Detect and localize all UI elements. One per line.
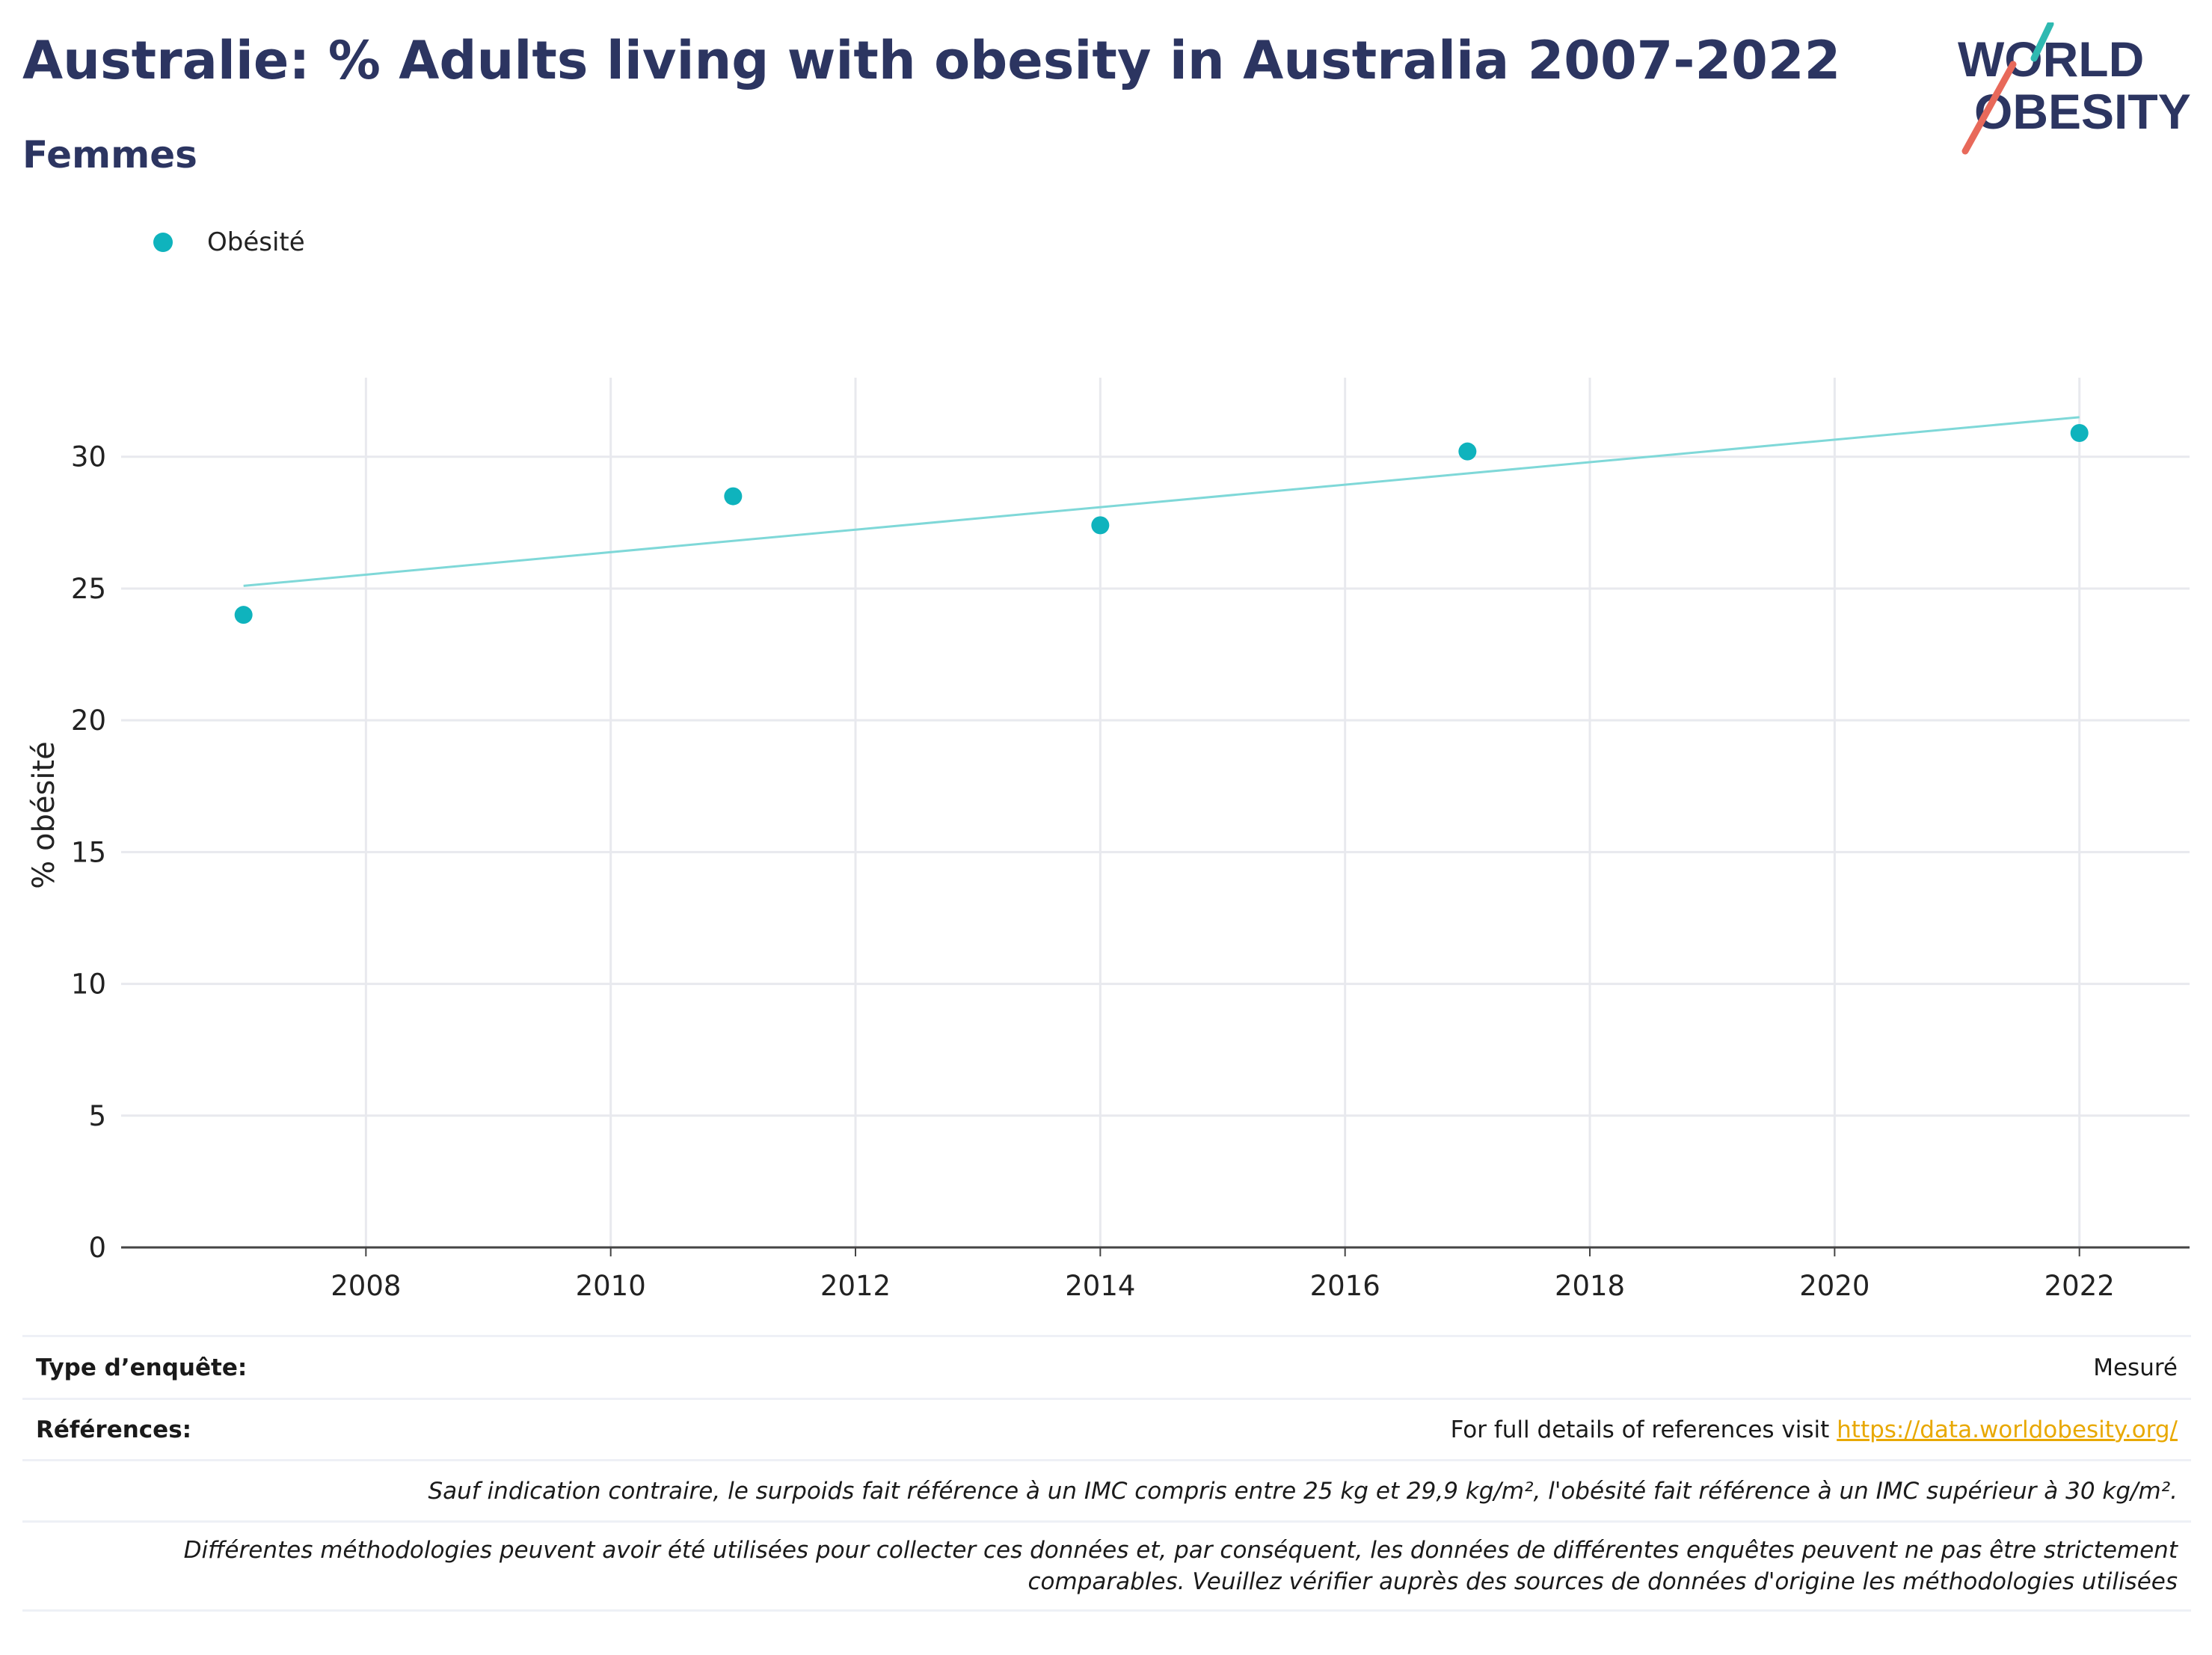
references-link[interactable]: https://data.worldobesity.org/ xyxy=(1837,1416,2178,1443)
y-axis-label: % obésité xyxy=(27,741,61,888)
x-tick-label-2010: 2010 xyxy=(576,1270,646,1302)
survey-type-label: Type d’enquête: xyxy=(36,1354,248,1381)
x-tick-label-2020: 2020 xyxy=(1799,1270,1870,1302)
methodology-note-row: Différentes méthodologies peuvent avoir … xyxy=(22,1520,2191,1612)
x-tick-label-2022: 2022 xyxy=(2044,1270,2115,1302)
references-row: Références: For full details of referenc… xyxy=(22,1398,2191,1459)
y-tick-label-5: 5 xyxy=(88,1100,106,1132)
y-tick-label-15: 15 xyxy=(71,836,106,868)
obesity-scatter-chart: 2008 2010 2012 2014 2016 2018 2020 2022 0 5 10 15 20… xyxy=(27,378,2190,1302)
x-tick-label-2012: 2012 xyxy=(820,1270,891,1302)
x-tick-label-2016: 2016 xyxy=(1310,1270,1380,1302)
trendline xyxy=(243,416,2080,587)
logo-text-world: WORLD xyxy=(1958,31,2144,87)
references-label: Références: xyxy=(36,1416,192,1443)
axes: 2008 2010 2012 2014 2016 2018 2020 2022 0 5 10 15 20… xyxy=(71,441,2190,1302)
references-value: For full details of references visit htt… xyxy=(1451,1416,2191,1443)
info-table: Type d’enquête: Mesuré Références: For f… xyxy=(22,1335,2191,1612)
bmi-note: Sauf indication contraire, le surpoids f… xyxy=(428,1477,2178,1505)
world-obesity-logo: WORLD OBESITY xyxy=(1958,22,2191,155)
y-tick-label-25: 25 xyxy=(71,573,106,605)
y-tick-label-0: 0 xyxy=(88,1232,106,1264)
chart-legend: Obésité xyxy=(153,224,305,260)
references-text: For full details of references visit xyxy=(1450,1416,1837,1443)
x-tick-label-2018: 2018 xyxy=(1555,1270,1625,1302)
logo-slash-red xyxy=(1961,61,2017,155)
y-tick-label-10: 10 xyxy=(71,968,106,1001)
bmi-note-row: Sauf indication contraire, le surpoids f… xyxy=(22,1459,2191,1520)
chart-title: Australie: % Adults living with obesity … xyxy=(22,30,1841,91)
x-tick-label-2008: 2008 xyxy=(331,1270,401,1302)
survey-type-row: Type d’enquête: Mesuré xyxy=(22,1335,2191,1398)
data-points xyxy=(234,424,2089,624)
y-tick-label-20: 20 xyxy=(71,704,106,737)
methodology-note-line1: Différentes méthodologies peuvent avoir … xyxy=(183,1537,2178,1564)
logo-slash-teal xyxy=(2030,22,2054,62)
data-point-2011 xyxy=(724,487,743,506)
data-point-2017 xyxy=(1458,442,1477,461)
logo-text-obesity: OBESITY xyxy=(1974,84,2191,139)
data-point-2022 xyxy=(2070,424,2089,443)
chart-subtitle: Femmes xyxy=(22,133,197,176)
trendline-group xyxy=(243,416,2080,587)
legend-label: Obésité xyxy=(207,227,305,257)
legend-marker xyxy=(153,233,173,252)
grid-lines xyxy=(121,378,2190,1247)
data-point-2007 xyxy=(234,606,253,624)
y-tick-label-30: 30 xyxy=(71,441,106,473)
methodology-note: Différentes méthodologies peuvent avoir … xyxy=(22,1535,2191,1597)
data-point-2014 xyxy=(1091,516,1110,535)
methodology-note-line2: comparables. Veuillez vérifier auprès de… xyxy=(1027,1568,2178,1595)
survey-type-value: Mesuré xyxy=(2093,1354,2178,1381)
x-tick-label-2014: 2014 xyxy=(1065,1270,1135,1302)
